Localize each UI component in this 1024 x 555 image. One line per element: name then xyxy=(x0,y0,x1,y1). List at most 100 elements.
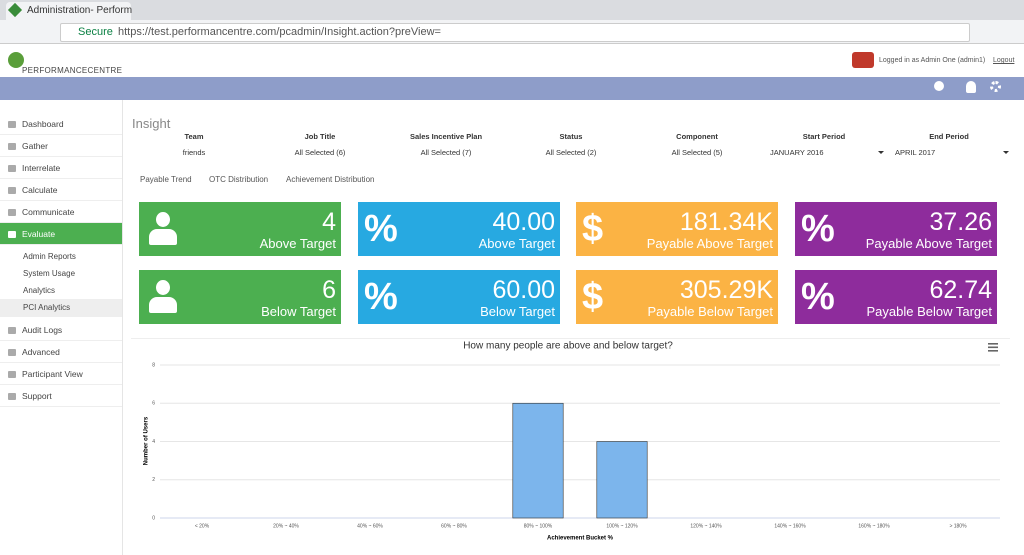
info-icon[interactable] xyxy=(934,81,944,91)
tile-icon: % xyxy=(364,276,398,318)
logged-in: Logged in as Admin One (admin1) xyxy=(879,57,986,64)
url-box[interactable] xyxy=(60,23,970,42)
tile-value: 62.74 xyxy=(929,276,992,304)
menu-item[interactable]: Participant View xyxy=(22,369,83,379)
x-tick-label: > 180% xyxy=(949,523,967,529)
menu-item[interactable]: Interrelate xyxy=(22,163,61,173)
tile-label: Payable Below Target xyxy=(866,304,992,319)
menu-item[interactable]: Calculate xyxy=(22,185,58,195)
filter-select[interactable]: APRIL 2017 xyxy=(895,148,936,157)
filter-select[interactable]: JANUARY 2016 xyxy=(770,148,824,157)
kpi-tile xyxy=(795,270,997,324)
tile-value: 6 xyxy=(322,276,336,304)
x-tick-label: 40% ~ 60% xyxy=(357,523,383,529)
menu-icon xyxy=(8,327,16,334)
filter-value[interactable]: All Selected (2) xyxy=(545,148,597,157)
y-axis-label: Number of Users xyxy=(144,416,150,465)
filter-label: Team xyxy=(184,132,204,141)
menu-icon xyxy=(8,349,16,356)
kpi-tile xyxy=(576,270,778,324)
filter-value[interactable]: All Selected (7) xyxy=(420,148,472,157)
tile-label: Above Target xyxy=(478,236,555,251)
menu-item[interactable]: Gather xyxy=(22,141,48,151)
filter-value[interactable]: friends xyxy=(182,148,206,157)
select-arrow xyxy=(1003,151,1009,157)
settings-icon[interactable] xyxy=(990,81,1001,92)
person-body xyxy=(149,229,177,245)
url: https://test.performancentre.com/pcadmin… xyxy=(118,26,441,38)
tile-value: 4 xyxy=(322,208,336,236)
menu-icon xyxy=(8,393,16,400)
selected-subitem xyxy=(0,299,122,317)
view-tab[interactable]: Achievement Distribution xyxy=(286,175,375,184)
x-tick-label: < 20% xyxy=(195,523,210,529)
logout[interactable]: Logout xyxy=(993,57,1015,64)
tab-bar xyxy=(0,0,1024,20)
avatar xyxy=(852,52,874,68)
menu-item[interactable]: Advanced xyxy=(22,347,60,357)
filter-value[interactable]: All Selected (6) xyxy=(294,148,346,157)
kpi-tile xyxy=(576,202,778,256)
menu-item[interactable]: Communicate xyxy=(22,207,75,217)
menu-icon xyxy=(8,165,16,172)
page-title: Insight xyxy=(132,116,171,131)
kpi-tile xyxy=(795,202,997,256)
submenu-item[interactable]: Analytics xyxy=(23,286,56,295)
person-body xyxy=(149,297,177,313)
filter-label: Sales Incentive Plan xyxy=(409,132,483,141)
menu-item[interactable]: Dashboard xyxy=(22,119,64,129)
chart-title: How many people are above and below targ… xyxy=(463,341,673,352)
menu-item[interactable]: Support xyxy=(22,391,52,401)
person-head xyxy=(156,280,170,295)
chart-menu[interactable] xyxy=(988,343,998,352)
tile-value: 181.34K xyxy=(679,208,773,236)
secure-label: Secure xyxy=(78,26,113,38)
filter-value[interactable]: All Selected (5) xyxy=(671,148,723,157)
menu-icon xyxy=(8,209,16,216)
tile-icon: $ xyxy=(582,276,604,318)
tile-value: 40.00 xyxy=(492,208,555,236)
chart-panel xyxy=(131,338,1010,529)
menu-item[interactable]: Evaluate xyxy=(22,229,56,239)
menu-divider xyxy=(0,340,122,341)
y-tick-label: 8 xyxy=(152,362,155,368)
x-tick-label: 120% ~ 140% xyxy=(690,523,722,529)
tile-label: Below Target xyxy=(480,304,555,319)
submenu-item[interactable]: System Usage xyxy=(23,269,76,278)
kpi-tile xyxy=(358,270,560,324)
menu-divider xyxy=(0,200,122,201)
menu-divider xyxy=(0,178,122,179)
x-tick-label: 20% ~ 40% xyxy=(273,523,299,529)
tile-value: 305.29K xyxy=(679,276,773,304)
tile-icon: % xyxy=(801,208,835,250)
view-tab[interactable]: Payable Trend xyxy=(140,175,192,184)
bar xyxy=(512,402,564,519)
menu-icon xyxy=(8,371,16,378)
menu-divider xyxy=(0,244,122,245)
menu-item[interactable]: Audit Logs xyxy=(22,325,63,335)
person-head xyxy=(156,212,170,227)
menu-divider xyxy=(0,384,122,385)
logo: PERFORMANCECENTRE xyxy=(22,66,123,75)
submenu-item[interactable]: PCI Analytics xyxy=(23,303,71,312)
tile-label: Payable Below Target xyxy=(647,304,773,319)
submenu-item[interactable]: Admin Reports xyxy=(23,252,76,261)
x-tick-label: 160% ~ 180% xyxy=(858,523,890,529)
tab-title: Administration- Perform xyxy=(27,5,133,16)
menu-icon xyxy=(8,143,16,150)
tab[interactable] xyxy=(6,2,131,20)
menu-divider xyxy=(0,362,122,363)
menu-icon xyxy=(8,187,16,194)
tile-icon: % xyxy=(801,276,835,318)
y-tick-label: 2 xyxy=(152,477,155,483)
user-icon[interactable] xyxy=(966,81,976,93)
x-tick-label: 60% ~ 80% xyxy=(441,523,467,529)
view-tab[interactable]: OTC Distribution xyxy=(209,175,269,184)
filter-label: Component xyxy=(676,132,718,141)
sidebar xyxy=(0,100,123,555)
tile-value: 60.00 xyxy=(492,276,555,304)
y-tick-label: 0 xyxy=(152,515,155,521)
tile-label: Payable Above Target xyxy=(646,236,773,251)
